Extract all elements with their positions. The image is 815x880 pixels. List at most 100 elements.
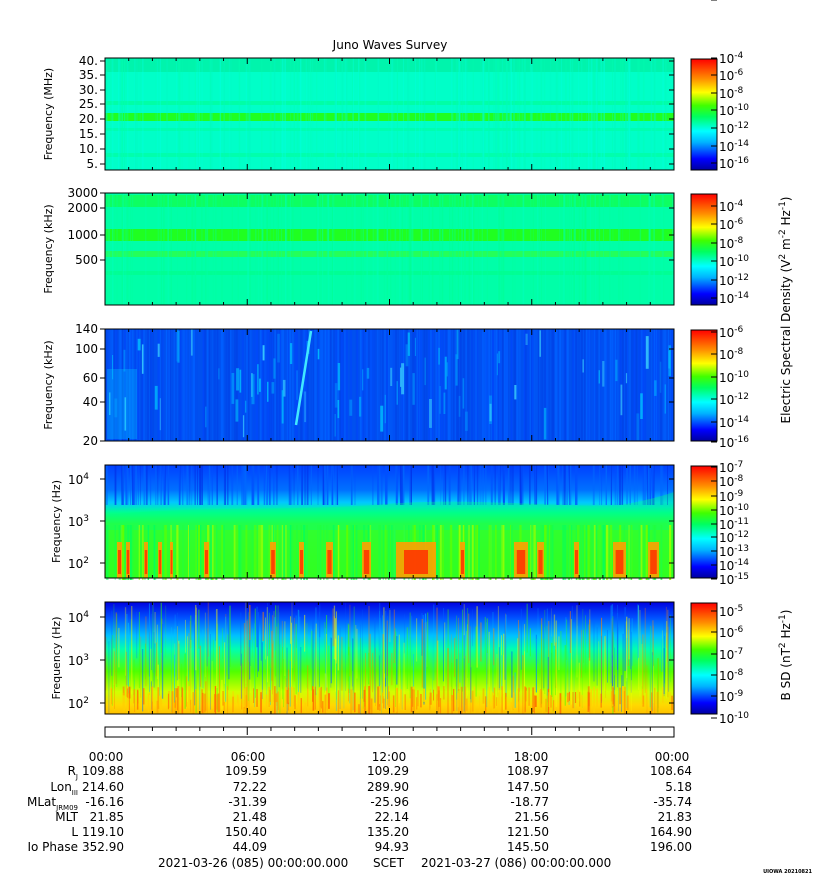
time-label: 18:00 [514,750,549,764]
y-tick-label: 100 [75,342,98,356]
ephemeris-value: 108.64 [650,764,692,778]
colorbar-2 [690,193,718,306]
esd-unit-exp-1: 2 [778,254,788,260]
y-tick-label-exp: 2 [83,696,89,706]
ephemeris-value: 164.90 [650,825,692,839]
ephemeris-value: 147.50 [507,780,549,794]
colorbar-tick-label-exp: -8 [734,474,743,484]
colorbar-tick-label: 10-8 [719,236,744,251]
colorbar-tick-label: 10-12 [719,121,749,136]
colorbar-tick-label-exp: -8 [734,236,743,246]
esd-unit-hz: Hz [779,210,793,229]
ephemeris-value: 119.10 [82,825,124,839]
colorbar-tick-label-base: 10 [719,504,734,518]
colorbar-tick-label-base: 10 [719,690,734,704]
colorbar-4 [690,465,718,579]
ephemeris-value: 145.50 [507,840,549,854]
colorbar-tick-label: 10-10 [719,103,749,118]
bsd-unit-close: ) [779,610,793,615]
colorbar-tick-label-base: 10 [719,573,734,587]
ephemeris-value: 21.56 [515,810,549,824]
ephemeris-value: 352.90 [82,840,124,854]
time-label: 00:00 [89,750,124,764]
ephemeris-value: 121.50 [507,825,549,839]
b-spectral-density-label: B SD (nT2 Hz-1) [778,610,793,701]
figure-title: Juno Waves Survey [332,38,448,52]
colorbar-tick-label: 10-4 [719,199,744,214]
colorbar-tick-label-base: 10 [719,605,734,619]
y-tick-label: 3000 [67,186,98,200]
y-tick-label-exp: 2 [83,556,89,566]
y-tick-label: 500 [75,253,98,267]
colorbar-tick-label-exp: -14 [734,415,749,425]
ephemeris-row-label: LonIII [50,780,78,797]
colorbar-tick-label-exp: -6 [734,217,743,227]
colorbar-tick-label-base: 10 [719,461,734,475]
colorbar-tick-label: 10-5 [719,604,743,619]
colorbar-tick-label-exp: -8 [734,668,743,678]
esd-unit-exp-2: -2 [778,229,788,238]
colorbar-tick-label-base: 10 [719,648,734,662]
colorbar-tick-label-exp: -8 [734,86,743,96]
colorbar-tick-label-base: 10 [719,0,734,3]
ephemeris-label-main: Lon [50,780,71,794]
colorbar-tick-label-exp: -6 [734,325,743,335]
ephemeris-value: 135.20 [367,825,409,839]
colorbar-tick-label-exp: -10 [734,254,749,264]
colorbar-tick-label: 10-14 [719,415,749,430]
colorbar-tick-label: 10-7 [719,647,743,662]
esd-unit-close: ) [779,196,793,201]
colorbar-tick-label: 10-9 [719,689,744,704]
ephemeris-value: -18.77 [510,795,549,809]
y-tick-label: 103 [68,514,89,529]
time-label: 06:00 [231,750,266,764]
electric-spectral-density-label: Electric Spectral Density (V2 m-2 Hz-1) [778,196,793,423]
y-tick-label-exp: 3 [83,514,89,524]
y-tick-label: 30. [79,83,98,97]
y-axis-title: Frequency (Hz) [50,480,63,563]
colorbar-tick-label-exp: -14 [734,291,749,301]
colorbar-tick-label-base: 10 [719,255,734,269]
spectrogram-image-5 [105,602,674,714]
colorbar-tick-label-base: 10 [719,218,734,232]
colorbar-tick-label: 10-8 [719,668,744,683]
colorbar-tick-label-exp: -14 [734,139,749,149]
colorbar-tick-label-exp: -12 [734,530,749,540]
esd-label-text: Electric Spectral Density (V [779,259,793,424]
colorbar-tick-label-base: 10 [719,490,734,504]
y-tick-label: 102 [68,556,89,571]
y-tick-label: 104 [68,610,89,625]
colorbar-tick-label: 10-14 [719,558,749,573]
colorbar-tick-label-exp: -10 [734,103,749,113]
y-tick-label-exp: 4 [83,610,89,620]
colorbar-tick-label-exp: -12 [734,273,749,283]
scet-start: 2021-03-26 (085) 00:00:00.000 [158,856,348,870]
y-tick-label: 35. [79,68,98,82]
colorbar-tick-label-base: 10 [719,237,734,251]
colorbar-tick-label: 10-14 [719,291,749,306]
colorbar-tick-label-exp: -16 [734,435,749,445]
ephemeris-label-main: MLT [55,810,78,824]
colorbar-tick-label-exp: -7 [734,647,743,657]
ephemeris-value: 22.14 [375,810,409,824]
colorbar-tick-label-exp: -10 [734,711,749,721]
colorbar-tick-label-exp: -7 [734,460,743,470]
y-tick-label: 10. [79,142,98,156]
esd-unit-m: m [779,238,793,254]
colorbar-tick-label-base: 10 [719,669,734,683]
ephemeris-value: 109.88 [82,764,124,778]
colorbar-tick-label: 10-12 [719,530,749,545]
ephemeris-value: 21.48 [233,810,267,824]
ephemeris-value: 214.60 [82,780,124,794]
ephemeris-row-label: Io Phase [27,840,78,854]
bsd-label-text: B SD (nT [779,647,793,700]
colorbar-tick-label-base: 10 [719,140,734,154]
ephemeris-label-sub: III [72,789,78,797]
spectrogram-image-2 [105,193,674,305]
y-tick-label-base: 10 [68,473,83,487]
colorbar-tick-label-exp: -10 [734,503,749,513]
colorbar-tick-label-base: 10 [719,393,734,407]
colorbar-tick-label: 10-6 [719,625,744,640]
